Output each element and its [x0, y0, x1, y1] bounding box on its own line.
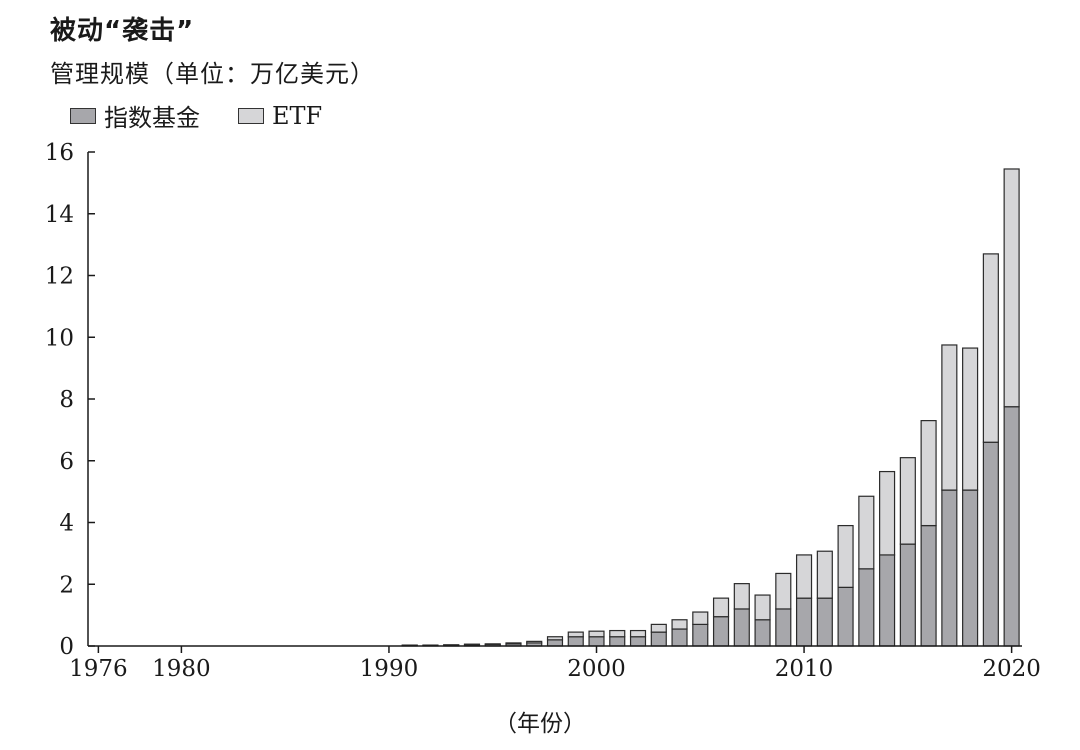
- bar-etf-2009: [775, 572, 792, 610]
- chart-title: 被动“袭击”: [50, 16, 195, 46]
- bar-index-funds-2018: [962, 489, 979, 647]
- bar-index-funds-2014: [879, 554, 896, 647]
- bar-etf-2018: [962, 347, 979, 491]
- bar-etf-2000: [588, 630, 605, 638]
- bar-index-funds-2020: [1003, 406, 1020, 647]
- y-tick-label-6: 6: [59, 449, 74, 475]
- bar-etf-2016: [920, 420, 937, 527]
- bar-etf-2007: [733, 583, 750, 610]
- y-tick-label-0: 0: [59, 634, 74, 660]
- bar-index-funds-2015: [899, 543, 916, 647]
- y-tick-label-16: 16: [45, 140, 74, 166]
- bar-etf-2011: [816, 550, 833, 599]
- bar-index-funds-2004: [671, 628, 688, 647]
- bar-etf-1999: [567, 631, 584, 638]
- y-tick-label-4: 4: [59, 511, 74, 537]
- bar-etf-2008: [754, 594, 771, 621]
- bar-index-funds-2016: [920, 524, 937, 647]
- bar-index-funds-2003: [650, 631, 667, 647]
- bar-etf-1998: [546, 636, 564, 641]
- x-tick-label-1976: 1976: [69, 656, 128, 682]
- bar-etf-2005: [692, 611, 709, 625]
- legend-swatch-etf: [238, 107, 264, 124]
- bar-etf-1994: [463, 643, 481, 646]
- bar-etf-2002: [629, 629, 647, 638]
- bar-index-funds-2010: [795, 597, 813, 647]
- bar-etf-2019: [982, 253, 999, 443]
- bar-etf-2004: [671, 619, 688, 630]
- bar-index-funds-2006: [712, 616, 730, 647]
- bar-index-funds-2011: [816, 597, 833, 647]
- x-tick-label-2010: 2010: [775, 656, 834, 682]
- bar-etf-2020: [1003, 168, 1020, 408]
- bar-index-funds-2008: [754, 619, 771, 647]
- bar-index-funds-1999: [567, 636, 584, 647]
- bar-index-funds-2012: [837, 586, 854, 647]
- legend-label-index-funds: 指数基金: [104, 104, 200, 132]
- bar-etf-1996: [505, 642, 522, 645]
- legend-item-index-funds: 指数基金: [70, 98, 200, 133]
- bar-index-funds-2013: [858, 568, 875, 647]
- bar-index-funds-2001: [609, 636, 626, 647]
- bar-etf-2014: [879, 470, 896, 556]
- x-tick-label-2000: 2000: [567, 656, 626, 682]
- y-tick-label-14: 14: [45, 202, 74, 228]
- legend-label-etf: ETF: [272, 101, 323, 130]
- legend-swatch-index-funds: [70, 107, 96, 124]
- x-tick-label-2020: 2020: [982, 656, 1041, 682]
- bar-etf-2010: [795, 554, 813, 599]
- y-tick-label-8: 8: [59, 387, 74, 413]
- bar-etf-2017: [941, 344, 958, 491]
- y-tick-label-2: 2: [59, 572, 74, 598]
- bar-index-funds-2000: [588, 636, 605, 647]
- legend: 指数基金 ETF: [70, 98, 360, 133]
- bar-index-funds-2005: [692, 623, 709, 647]
- bar-etf-2013: [858, 495, 875, 570]
- x-axis-label: （年份）: [494, 711, 586, 737]
- bar-index-funds-2019: [982, 441, 999, 647]
- bar-index-funds-2009: [775, 608, 792, 647]
- bar-etf-2012: [837, 524, 854, 588]
- x-tick-label-1990: 1990: [360, 656, 419, 682]
- bar-etf-2001: [609, 629, 626, 638]
- bar-etf-2003: [650, 623, 667, 633]
- legend-item-etf: ETF: [238, 102, 322, 130]
- bar-etf-1997: [526, 640, 543, 644]
- x-tick-label-1980: 1980: [152, 656, 211, 682]
- bar-etf-2006: [712, 597, 730, 618]
- y-tick-label-12: 12: [45, 264, 74, 290]
- bar-index-funds-2007: [733, 608, 750, 647]
- y-tick-label-10: 10: [45, 325, 74, 351]
- bar-index-funds-2002: [629, 636, 647, 647]
- bar-etf-2015: [899, 457, 916, 545]
- bar-etf-1995: [484, 643, 501, 646]
- bar-index-funds-2017: [941, 489, 958, 647]
- chart-subtitle: 管理规模（单位：万亿美元）: [50, 60, 375, 88]
- bar-index-funds-1998: [546, 639, 564, 647]
